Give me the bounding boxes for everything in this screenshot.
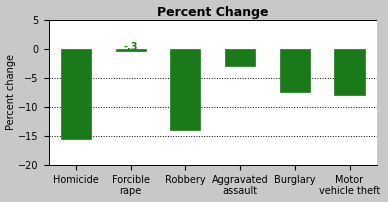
Bar bbox=[170, 49, 201, 130]
Bar bbox=[225, 49, 255, 66]
Bar bbox=[334, 49, 365, 95]
Text: -14.0: -14.0 bbox=[171, 117, 199, 127]
Bar bbox=[61, 49, 91, 139]
Title: Percent Change: Percent Change bbox=[157, 6, 268, 19]
Text: -7.5: -7.5 bbox=[284, 80, 305, 89]
Text: -2.9: -2.9 bbox=[229, 53, 251, 63]
Y-axis label: Percent change: Percent change bbox=[5, 54, 16, 130]
Bar bbox=[116, 49, 146, 50]
Text: -15.5: -15.5 bbox=[62, 126, 90, 136]
Text: -8.0: -8.0 bbox=[339, 82, 360, 93]
Bar bbox=[280, 49, 310, 93]
Text: -.3: -.3 bbox=[123, 42, 138, 52]
